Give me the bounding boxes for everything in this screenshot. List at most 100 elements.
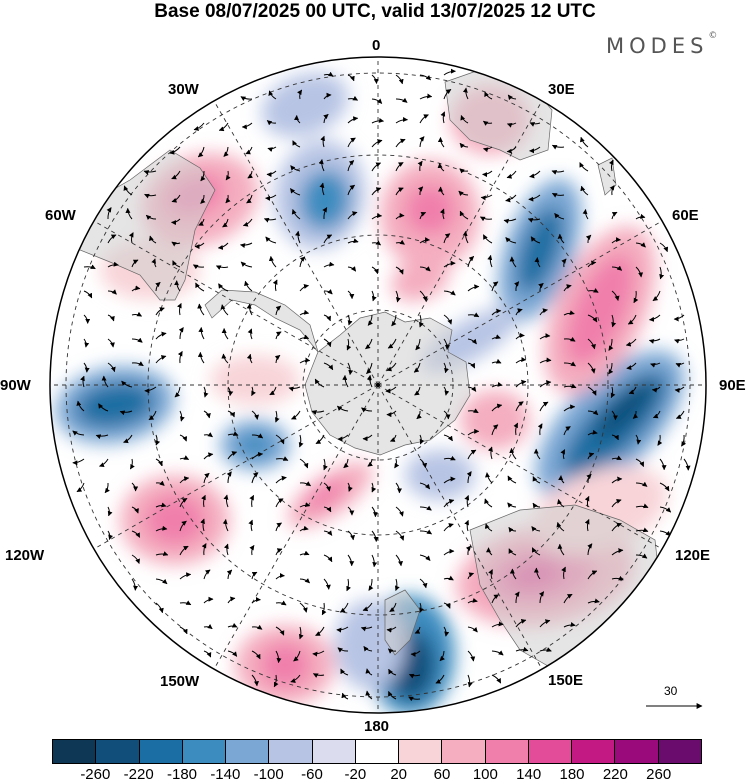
colorbar-swatch — [442, 740, 486, 763]
colorbar-swatch — [355, 740, 400, 763]
wind-arrow — [131, 530, 141, 538]
wind-arrow — [244, 280, 253, 292]
wind-arrow — [587, 543, 593, 556]
wind-arrow — [366, 362, 373, 375]
wind-arrow — [311, 410, 325, 415]
lon-label-60e: 60E — [672, 207, 699, 224]
wind-arrow — [225, 170, 231, 181]
wind-arrow — [529, 122, 541, 127]
wind-arrow — [323, 113, 329, 124]
wind-arrow — [217, 242, 229, 250]
wind-arrow — [410, 650, 421, 657]
wind-arrow — [337, 434, 349, 442]
wind-arrow — [584, 519, 590, 532]
colorbar-swatch — [658, 740, 701, 763]
colorbar-tick-label: 220 — [602, 766, 628, 783]
anomaly-blob — [517, 207, 563, 293]
wind-arrow — [151, 258, 157, 268]
wind-arrow — [419, 237, 430, 244]
wind-arrow — [203, 623, 213, 630]
wind-arrow — [563, 383, 577, 389]
wind-arrow — [83, 338, 90, 348]
wind-arrow — [371, 554, 378, 568]
wind-arrow — [467, 312, 480, 318]
wind-arrow — [347, 506, 355, 516]
colorbar-tick-label: -260 — [80, 766, 111, 783]
wind-arrow — [155, 551, 169, 556]
wind-arrow — [657, 434, 663, 446]
wind-arrow — [515, 379, 527, 388]
wind-arrow — [415, 338, 421, 351]
wind-arrow — [587, 570, 598, 580]
wind-arrow — [467, 572, 475, 580]
wind-arrow — [635, 481, 648, 487]
wind-arrow — [419, 554, 431, 561]
wind-arrow — [532, 476, 541, 484]
wind-arrow — [299, 256, 306, 268]
wind-arrow — [371, 213, 383, 220]
wind-arrow — [611, 211, 618, 220]
wind-arrow — [652, 410, 661, 419]
wind-arrow — [323, 554, 333, 563]
wind-arrow — [538, 282, 544, 292]
lon-label-180: 180 — [364, 718, 390, 735]
wind-arrow — [129, 458, 135, 470]
wind-arrow — [531, 547, 541, 556]
wind-arrow — [290, 674, 301, 683]
wind-arrow — [339, 602, 349, 613]
wind-arrow — [556, 522, 565, 532]
wind-arrow — [123, 434, 133, 444]
colorbar-tick-label: -60 — [301, 766, 323, 783]
wind-arrow — [443, 362, 449, 374]
wind-arrow — [323, 234, 333, 244]
meridian-line — [91, 219, 379, 386]
wind-arrow — [265, 236, 277, 244]
wind-arrow — [419, 482, 431, 490]
wind-arrow — [171, 241, 181, 247]
wind-arrow — [395, 482, 403, 494]
wind-arrow — [318, 159, 325, 172]
wind-arrow — [438, 186, 445, 196]
wind-arrow — [320, 135, 325, 148]
lon-label-150e: 150E — [548, 672, 584, 689]
colorbar — [52, 739, 702, 764]
wind-arrow — [192, 264, 205, 270]
latitude-circle — [227, 234, 529, 536]
wind-arrow — [155, 502, 167, 508]
wind-arrow — [227, 650, 238, 657]
wind-arrow — [561, 258, 567, 268]
wind-arrow — [83, 264, 96, 270]
wind-arrow — [131, 506, 139, 514]
wind-arrow — [340, 668, 349, 676]
wind-arrow — [299, 334, 310, 340]
colorbar-swatch — [399, 740, 443, 763]
wind-arrow — [171, 194, 181, 203]
wind-arrow — [131, 259, 139, 268]
wind-arrow — [587, 598, 600, 604]
wind-arrow — [323, 338, 332, 348]
wind-arrow — [650, 362, 661, 368]
wind-arrow — [514, 591, 520, 604]
wind-arrow — [298, 434, 304, 448]
anomaly-blob — [405, 185, 455, 235]
lon-label-90e: 90E — [719, 377, 746, 394]
wind-arrow — [467, 449, 477, 460]
wind-arrow — [251, 472, 259, 484]
wind-arrow — [608, 338, 614, 351]
wind-arrow — [242, 218, 253, 227]
wind-arrow — [299, 502, 311, 508]
wind-arrow — [419, 93, 433, 100]
wind-arrow — [223, 543, 229, 556]
wind-arrow — [323, 362, 334, 371]
wind-arrow — [608, 362, 614, 375]
wind-arrow — [371, 482, 377, 493]
wind-arrow — [531, 526, 541, 532]
anomaly-blob — [303, 478, 347, 512]
wind-arrow — [179, 600, 192, 606]
wind-arrow — [275, 331, 282, 340]
wind-arrow — [627, 314, 637, 325]
wind-arrow — [503, 218, 517, 224]
wind-arrow — [491, 674, 502, 684]
wind-arrow — [179, 545, 189, 556]
wind-arrow — [98, 403, 109, 412]
